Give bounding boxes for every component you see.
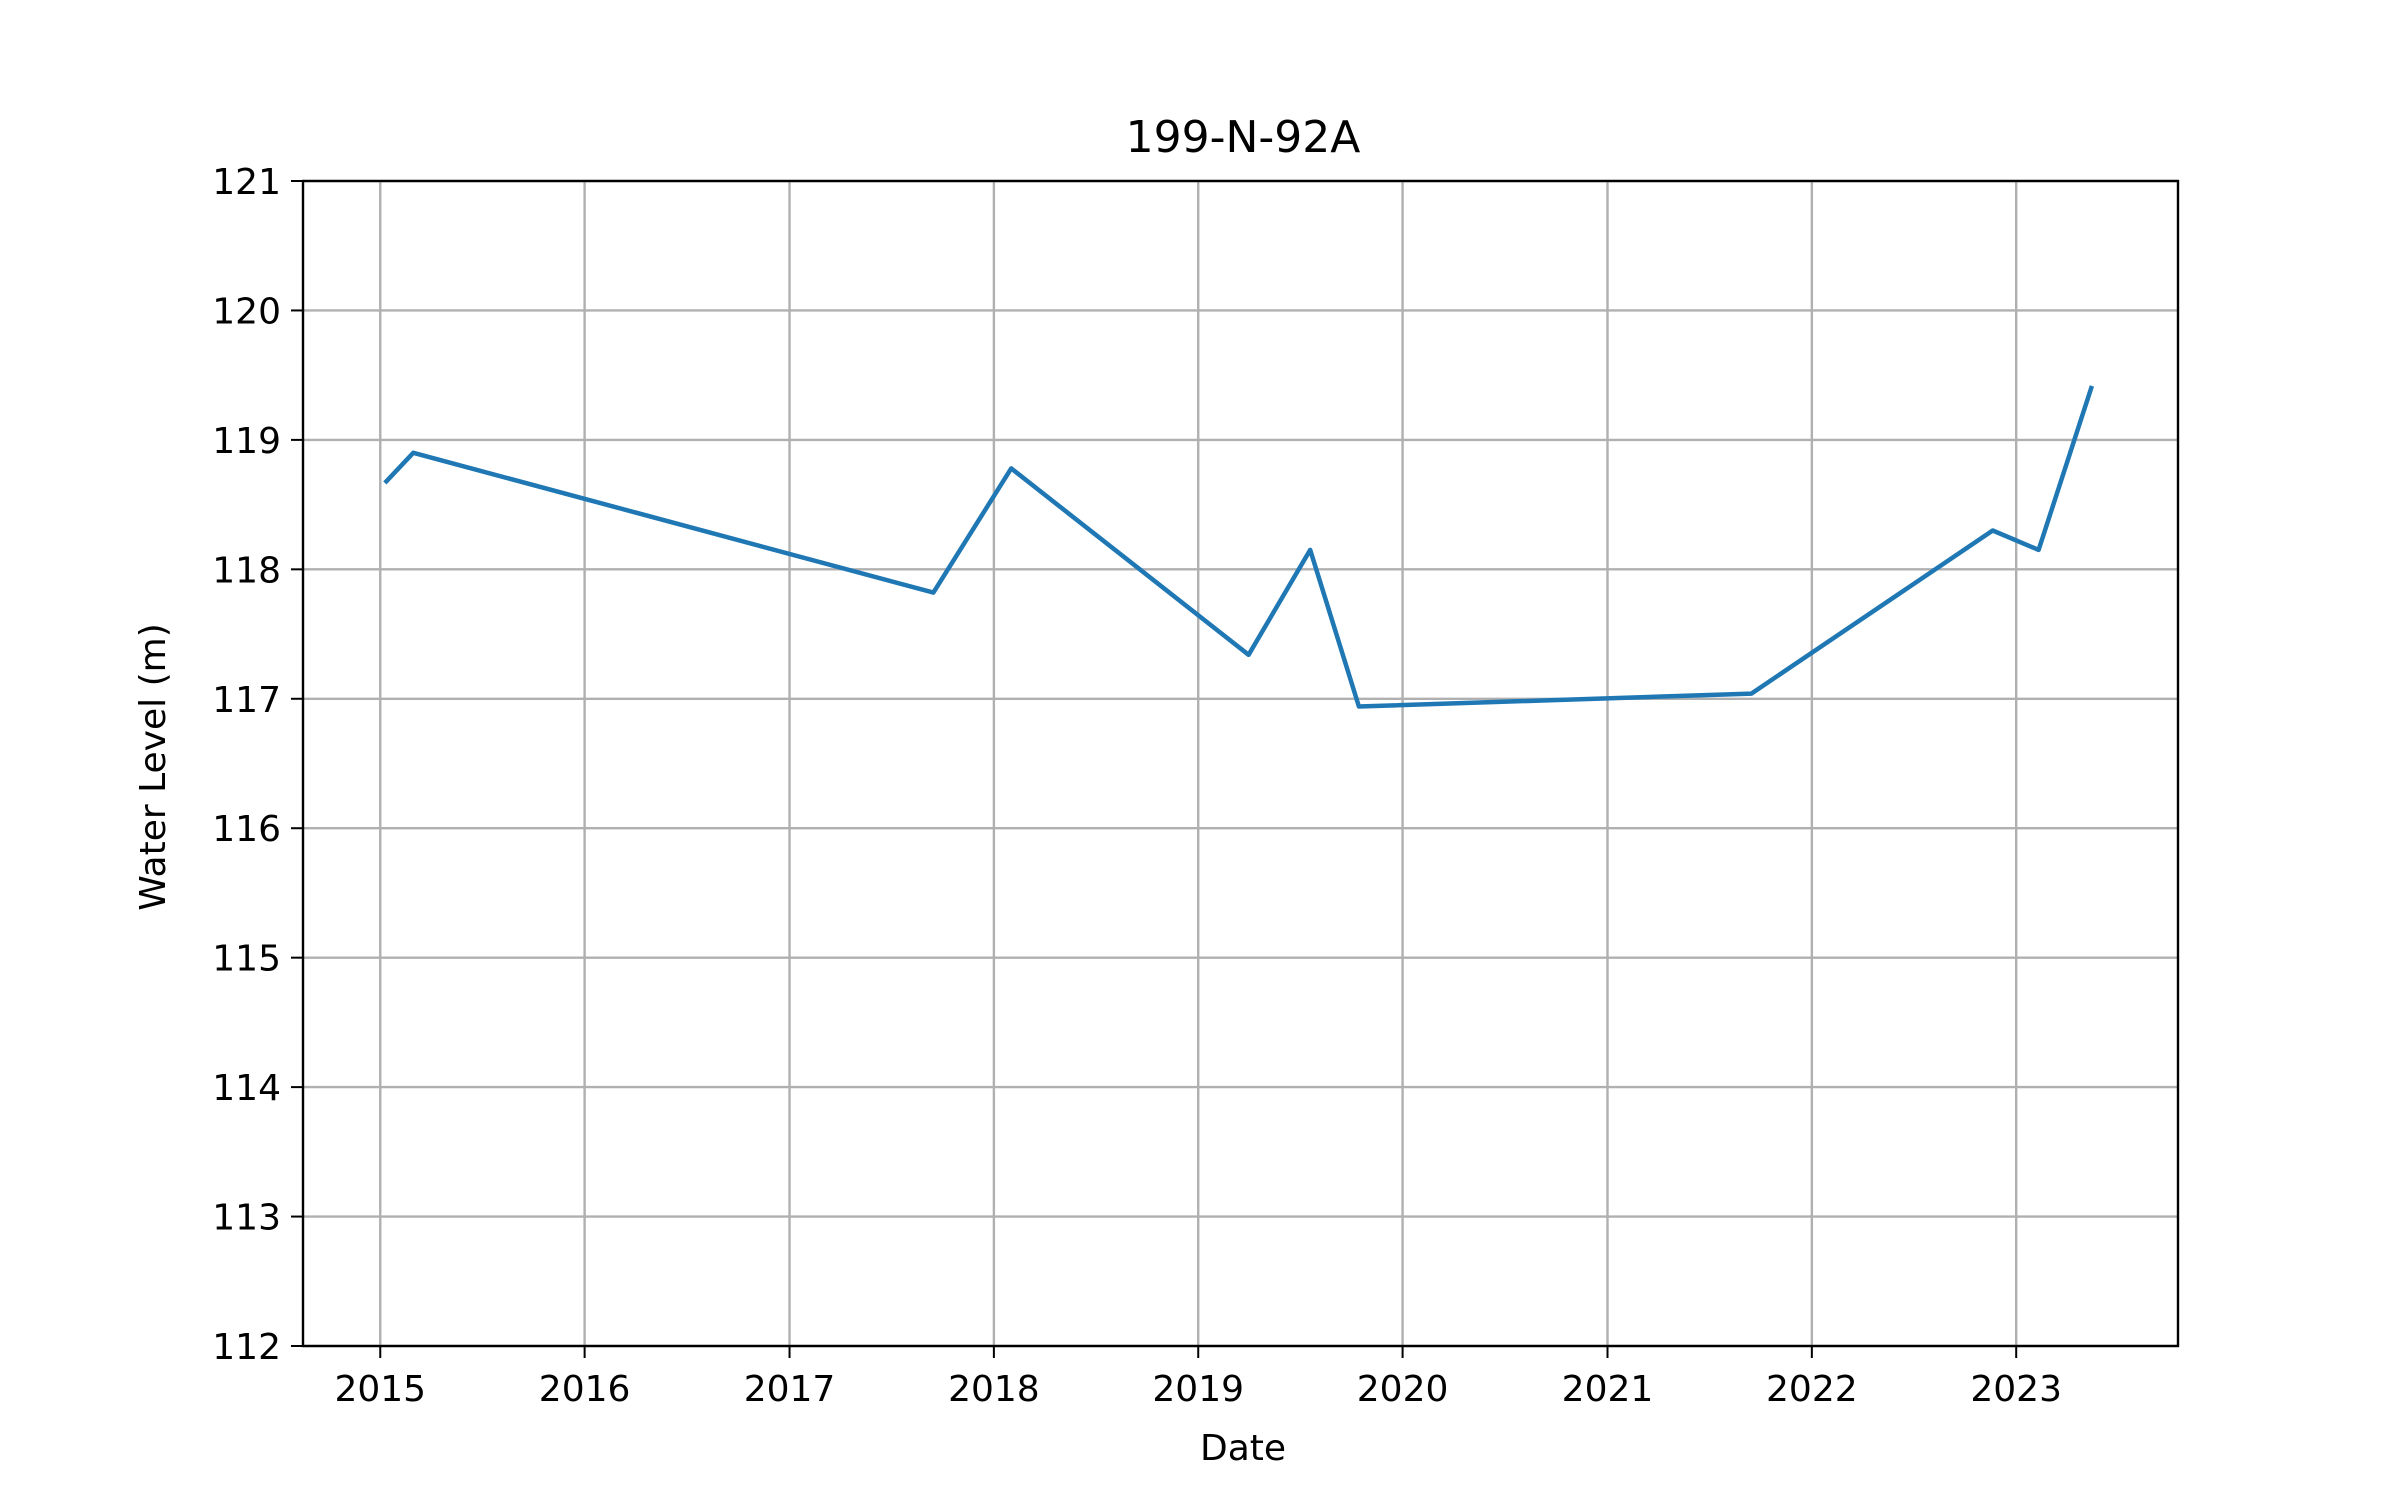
y-tick-label: 120: [212, 291, 281, 332]
x-tick-label: 2022: [1766, 1369, 1858, 1410]
ticks: [291, 180, 2018, 1358]
x-tick-label: 2015: [334, 1369, 426, 1410]
y-tick-label: 121: [212, 162, 281, 203]
y-tick-label: 118: [212, 550, 281, 591]
x-tick-label: 2016: [539, 1369, 631, 1410]
tick-labels: 2015 2016 2017 2018 2019 2020 2021 2022 2023 112 1…: [212, 162, 2062, 1410]
x-tick-label: 2020: [1357, 1369, 1449, 1410]
y-tick-label: 117: [212, 680, 281, 721]
series-line: [383, 385, 2095, 709]
plot-frame: [301, 179, 2180, 1348]
y-tick-label: 112: [212, 1327, 281, 1368]
y-tick-label: 115: [212, 939, 281, 980]
x-tick-label: 2021: [1562, 1369, 1654, 1410]
y-tick-label: 116: [212, 809, 281, 850]
x-axis-label: Date: [1200, 1428, 1286, 1469]
x-tick-label: 2017: [744, 1369, 836, 1410]
x-tick-label: 2019: [1152, 1369, 1244, 1410]
grid: [303, 179, 2178, 1348]
y-tick-label: 113: [212, 1198, 281, 1239]
x-tick-label: 2018: [948, 1369, 1040, 1410]
chart-title: 199-N-92A: [1126, 112, 1361, 163]
y-tick-label: 114: [212, 1068, 281, 1109]
x-tick-label: 2023: [1970, 1369, 2062, 1410]
y-tick-label: 119: [212, 421, 281, 462]
y-axis-label: Water Level (m): [133, 623, 174, 911]
